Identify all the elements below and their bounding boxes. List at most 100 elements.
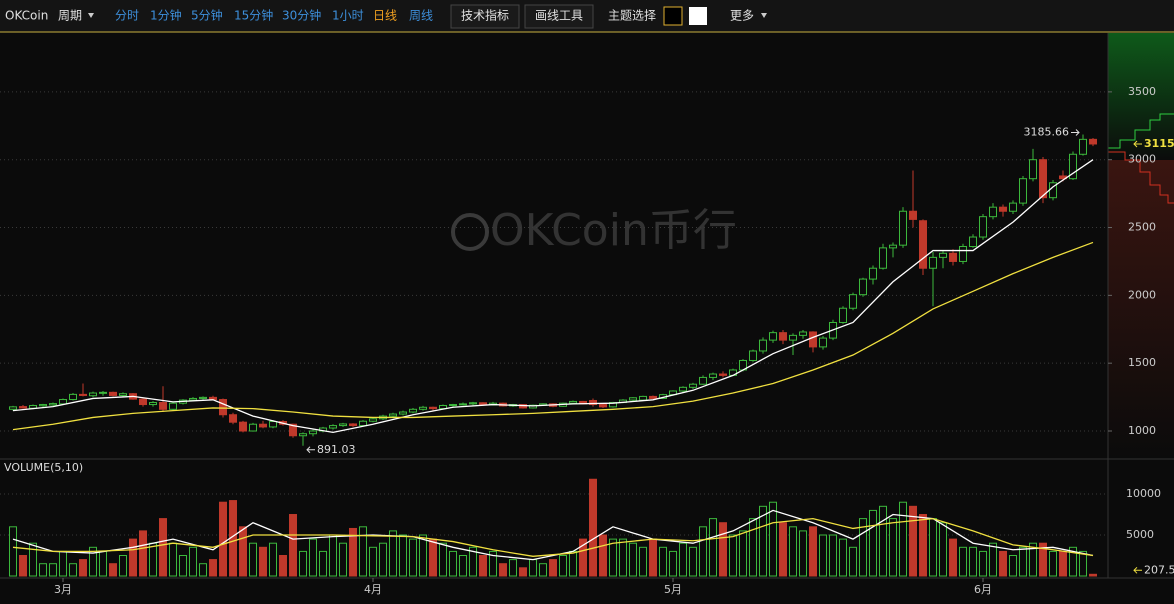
- volume-bar: [1029, 542, 1037, 577]
- interval[interactable]: 周线: [409, 9, 433, 23]
- candle-body: [119, 393, 127, 396]
- candle-body: [19, 406, 27, 409]
- candle-body: [1079, 138, 1087, 155]
- button-label[interactable]: 画线工具: [535, 9, 583, 23]
- volume-bar: [1039, 542, 1047, 577]
- volume-bar: [329, 534, 337, 577]
- volume-bar: [179, 555, 187, 577]
- volume-bar: [559, 555, 567, 577]
- volume-bar: [439, 542, 447, 577]
- volume-bar: [859, 518, 867, 577]
- volume-bar: [449, 550, 457, 577]
- candle-body: [1089, 138, 1097, 145]
- button-label[interactable]: 技术指标: [461, 8, 509, 23]
- volume-bar: [409, 538, 417, 577]
- interval[interactable]: 5分钟: [191, 8, 223, 23]
- volume-bar: [369, 546, 377, 577]
- candle-body: [769, 332, 777, 341]
- volume-bar: [219, 501, 227, 577]
- volume-bar: [619, 538, 627, 577]
- candle-body: [199, 396, 207, 399]
- candle-body: [249, 423, 257, 432]
- logo[interactable]: OKCoin: [5, 9, 48, 23]
- volume-bar: [209, 559, 217, 577]
- candle-body: [189, 397, 197, 401]
- interval[interactable]: 1分钟: [150, 8, 182, 23]
- interval-active[interactable]: 日线: [373, 9, 397, 23]
- candle-body: [269, 421, 277, 428]
- ma-line: [12, 517, 1094, 557]
- candle-body: [169, 402, 177, 410]
- candle-body: [419, 406, 427, 410]
- volume-bar: [909, 505, 917, 577]
- volume-bar: [99, 550, 107, 577]
- volume-bar: [979, 550, 987, 577]
- candle-body: [589, 399, 597, 406]
- interval[interactable]: 30分钟: [282, 8, 321, 23]
- volume-bar: [779, 522, 787, 577]
- volume-bar: [579, 538, 587, 577]
- candle-body: [39, 404, 47, 407]
- volume-bar: [249, 542, 257, 577]
- candle-body: [359, 420, 367, 427]
- more[interactable]: 更多: [730, 9, 754, 23]
- max-arrow: [1071, 129, 1080, 136]
- candle-body: [989, 206, 997, 218]
- button[interactable]: [524, 4, 594, 29]
- interval[interactable]: 分时: [115, 9, 139, 23]
- candle-body: [819, 337, 827, 348]
- volume-bar: [239, 526, 247, 577]
- volume-bar: [969, 546, 977, 577]
- button[interactable]: [450, 4, 520, 29]
- volume-bar: [359, 526, 367, 577]
- depth-bid-line: [1108, 113, 1174, 149]
- volume-bar: [19, 555, 27, 577]
- volume-bar: [799, 530, 807, 577]
- y-tick-label: 1000: [1128, 424, 1156, 437]
- last-arrow: [1133, 140, 1142, 148]
- period[interactable]: 周期: [58, 9, 82, 23]
- interval[interactable]: 15分钟: [234, 8, 273, 23]
- depth-bid: [1108, 33, 1174, 160]
- volume-bar: [9, 526, 17, 577]
- volume-bar: [939, 522, 947, 577]
- candle-body: [979, 216, 987, 238]
- interval[interactable]: 1小时: [332, 9, 364, 23]
- volume-bar: [489, 550, 497, 577]
- candle-body: [569, 400, 577, 404]
- candle-body: [609, 402, 617, 408]
- theme-dark[interactable]: [663, 6, 683, 26]
- volume-bar: [79, 559, 87, 577]
- volume-bar: [69, 563, 77, 577]
- volume-bar: [349, 527, 357, 577]
- depth-ask: [1108, 160, 1174, 458]
- ma-line: [12, 509, 1094, 561]
- y-tick-label: 2000: [1128, 288, 1156, 301]
- volume-bar: [849, 546, 857, 577]
- candle-body: [899, 210, 907, 246]
- volume-bar: [719, 522, 727, 577]
- candle-body: [239, 421, 247, 432]
- candle-body: [49, 403, 57, 406]
- volume-bar: [509, 559, 517, 577]
- volume-bar: [479, 555, 487, 577]
- volume-bar: [749, 518, 757, 577]
- volume-bar: [29, 542, 37, 577]
- volume-bar: [699, 526, 707, 577]
- volume-bar: [119, 555, 127, 577]
- volume-bar: [459, 555, 467, 577]
- volume-bar: [669, 550, 677, 577]
- y-tick-label: 3000: [1128, 153, 1156, 166]
- volume-bar: [169, 542, 177, 577]
- candle-body: [679, 386, 687, 392]
- watermark: OKCoin币行: [490, 205, 737, 256]
- candle-body: [99, 391, 107, 394]
- volume-bar: [809, 526, 817, 577]
- candle-body: [299, 433, 307, 437]
- theme-light[interactable]: [689, 7, 707, 25]
- candle-body: [9, 406, 17, 410]
- candle-body: [969, 236, 977, 248]
- depth-ask-line: [1108, 151, 1174, 204]
- candle-body: [719, 373, 727, 376]
